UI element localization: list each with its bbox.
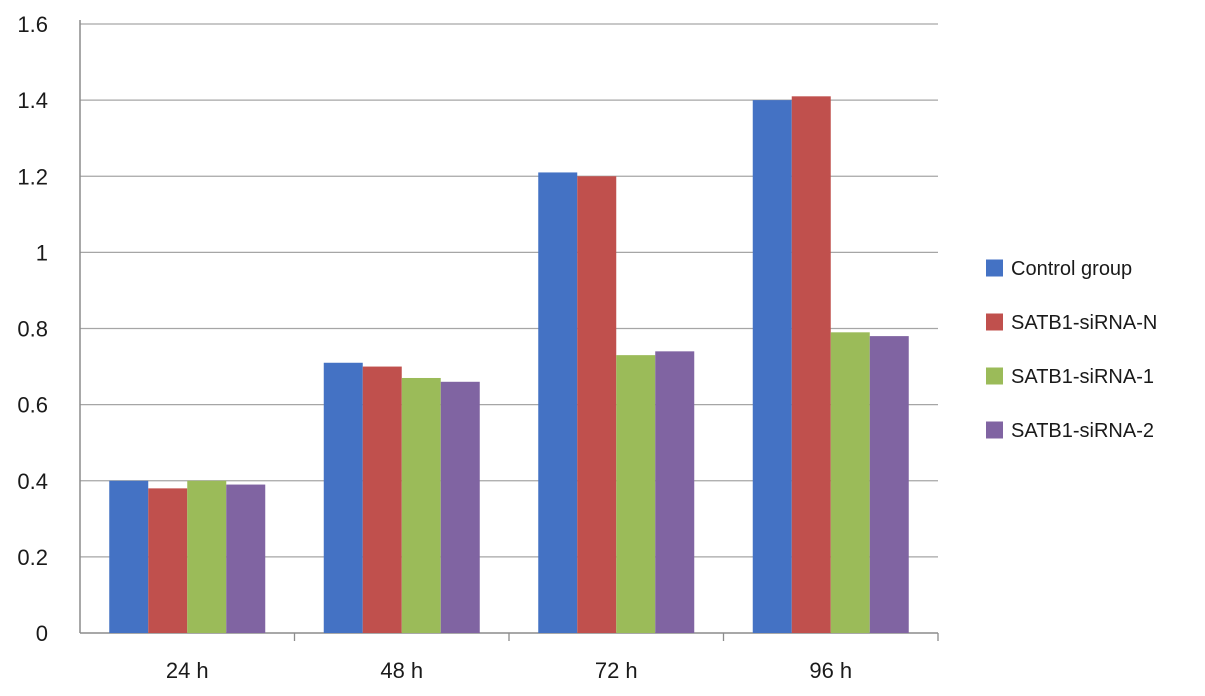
bars [109,96,909,634]
bar-satb1-sirna-2-48h [440,381,480,633]
bar-satb1-sirna-1-96h [830,332,870,633]
legend-label: SATB1-siRNA-N [1011,312,1157,334]
legend-label: SATB1-siRNA-1 [1011,366,1154,388]
x-tick-label: 24 h [166,658,209,683]
legend-swatch [986,421,1003,439]
x-tick-label: 72 h [595,658,638,683]
x-tick-labels: 24 h 48 h 72 h 96 h [166,658,852,683]
y-tick-label: 0.6 [17,393,48,418]
legend-item: SATB1-siRNA-1 [986,366,1154,388]
bar-satb1-sirna-1-24h [187,480,227,633]
y-tick-label: 1.2 [17,164,48,189]
y-tick-labels: 0 0.2 0.4 0.6 0.8 1 1.2 1.4 1.6 [17,12,48,646]
legend: Control group SATB1-siRNA-N SATB1-siRNA-1 S… [986,258,1157,442]
legend-item: Control group [986,258,1132,280]
bar-satb1-sirna-1-48h [401,377,441,633]
bar-satb1-sirna-n-48h [362,366,402,633]
bar-satb1-sirna-1-72h [616,355,656,633]
bar-satb1-sirna-2-96h [869,336,909,633]
y-tick-label: 0.2 [17,545,48,570]
x-tick-label: 96 h [809,658,852,683]
bar-satb1-sirna-2-72h [655,351,695,633]
bar-control-group-24h [109,480,149,633]
y-tick-label: 1.6 [17,12,48,37]
legend-label: SATB1-siRNA-2 [1011,420,1154,442]
bar-control-group-96h [752,100,792,633]
y-tick-label: 0 [36,621,48,646]
legend-item: SATB1-siRNA-N [986,312,1157,334]
bar-satb1-sirna-n-96h [791,96,831,634]
x-tick-label: 48 h [380,658,423,683]
y-tick-label: 0.4 [17,469,48,494]
bar-control-group-72h [538,172,578,633]
y-tick-label: 1.4 [17,88,48,113]
legend-item: SATB1-siRNA-2 [986,420,1154,442]
legend-swatch [986,313,1003,331]
legend-swatch [986,367,1003,385]
bar-satb1-sirna-n-72h [577,176,617,633]
legend-label: Control group [1011,258,1132,280]
bar-control-group-48h [323,362,363,633]
y-tick-label: 1 [36,240,48,265]
bar-satb1-sirna-2-24h [226,484,266,633]
bar-satb1-sirna-n-24h [148,488,188,633]
y-tick-label: 0.8 [17,317,48,342]
legend-swatch [986,259,1003,277]
